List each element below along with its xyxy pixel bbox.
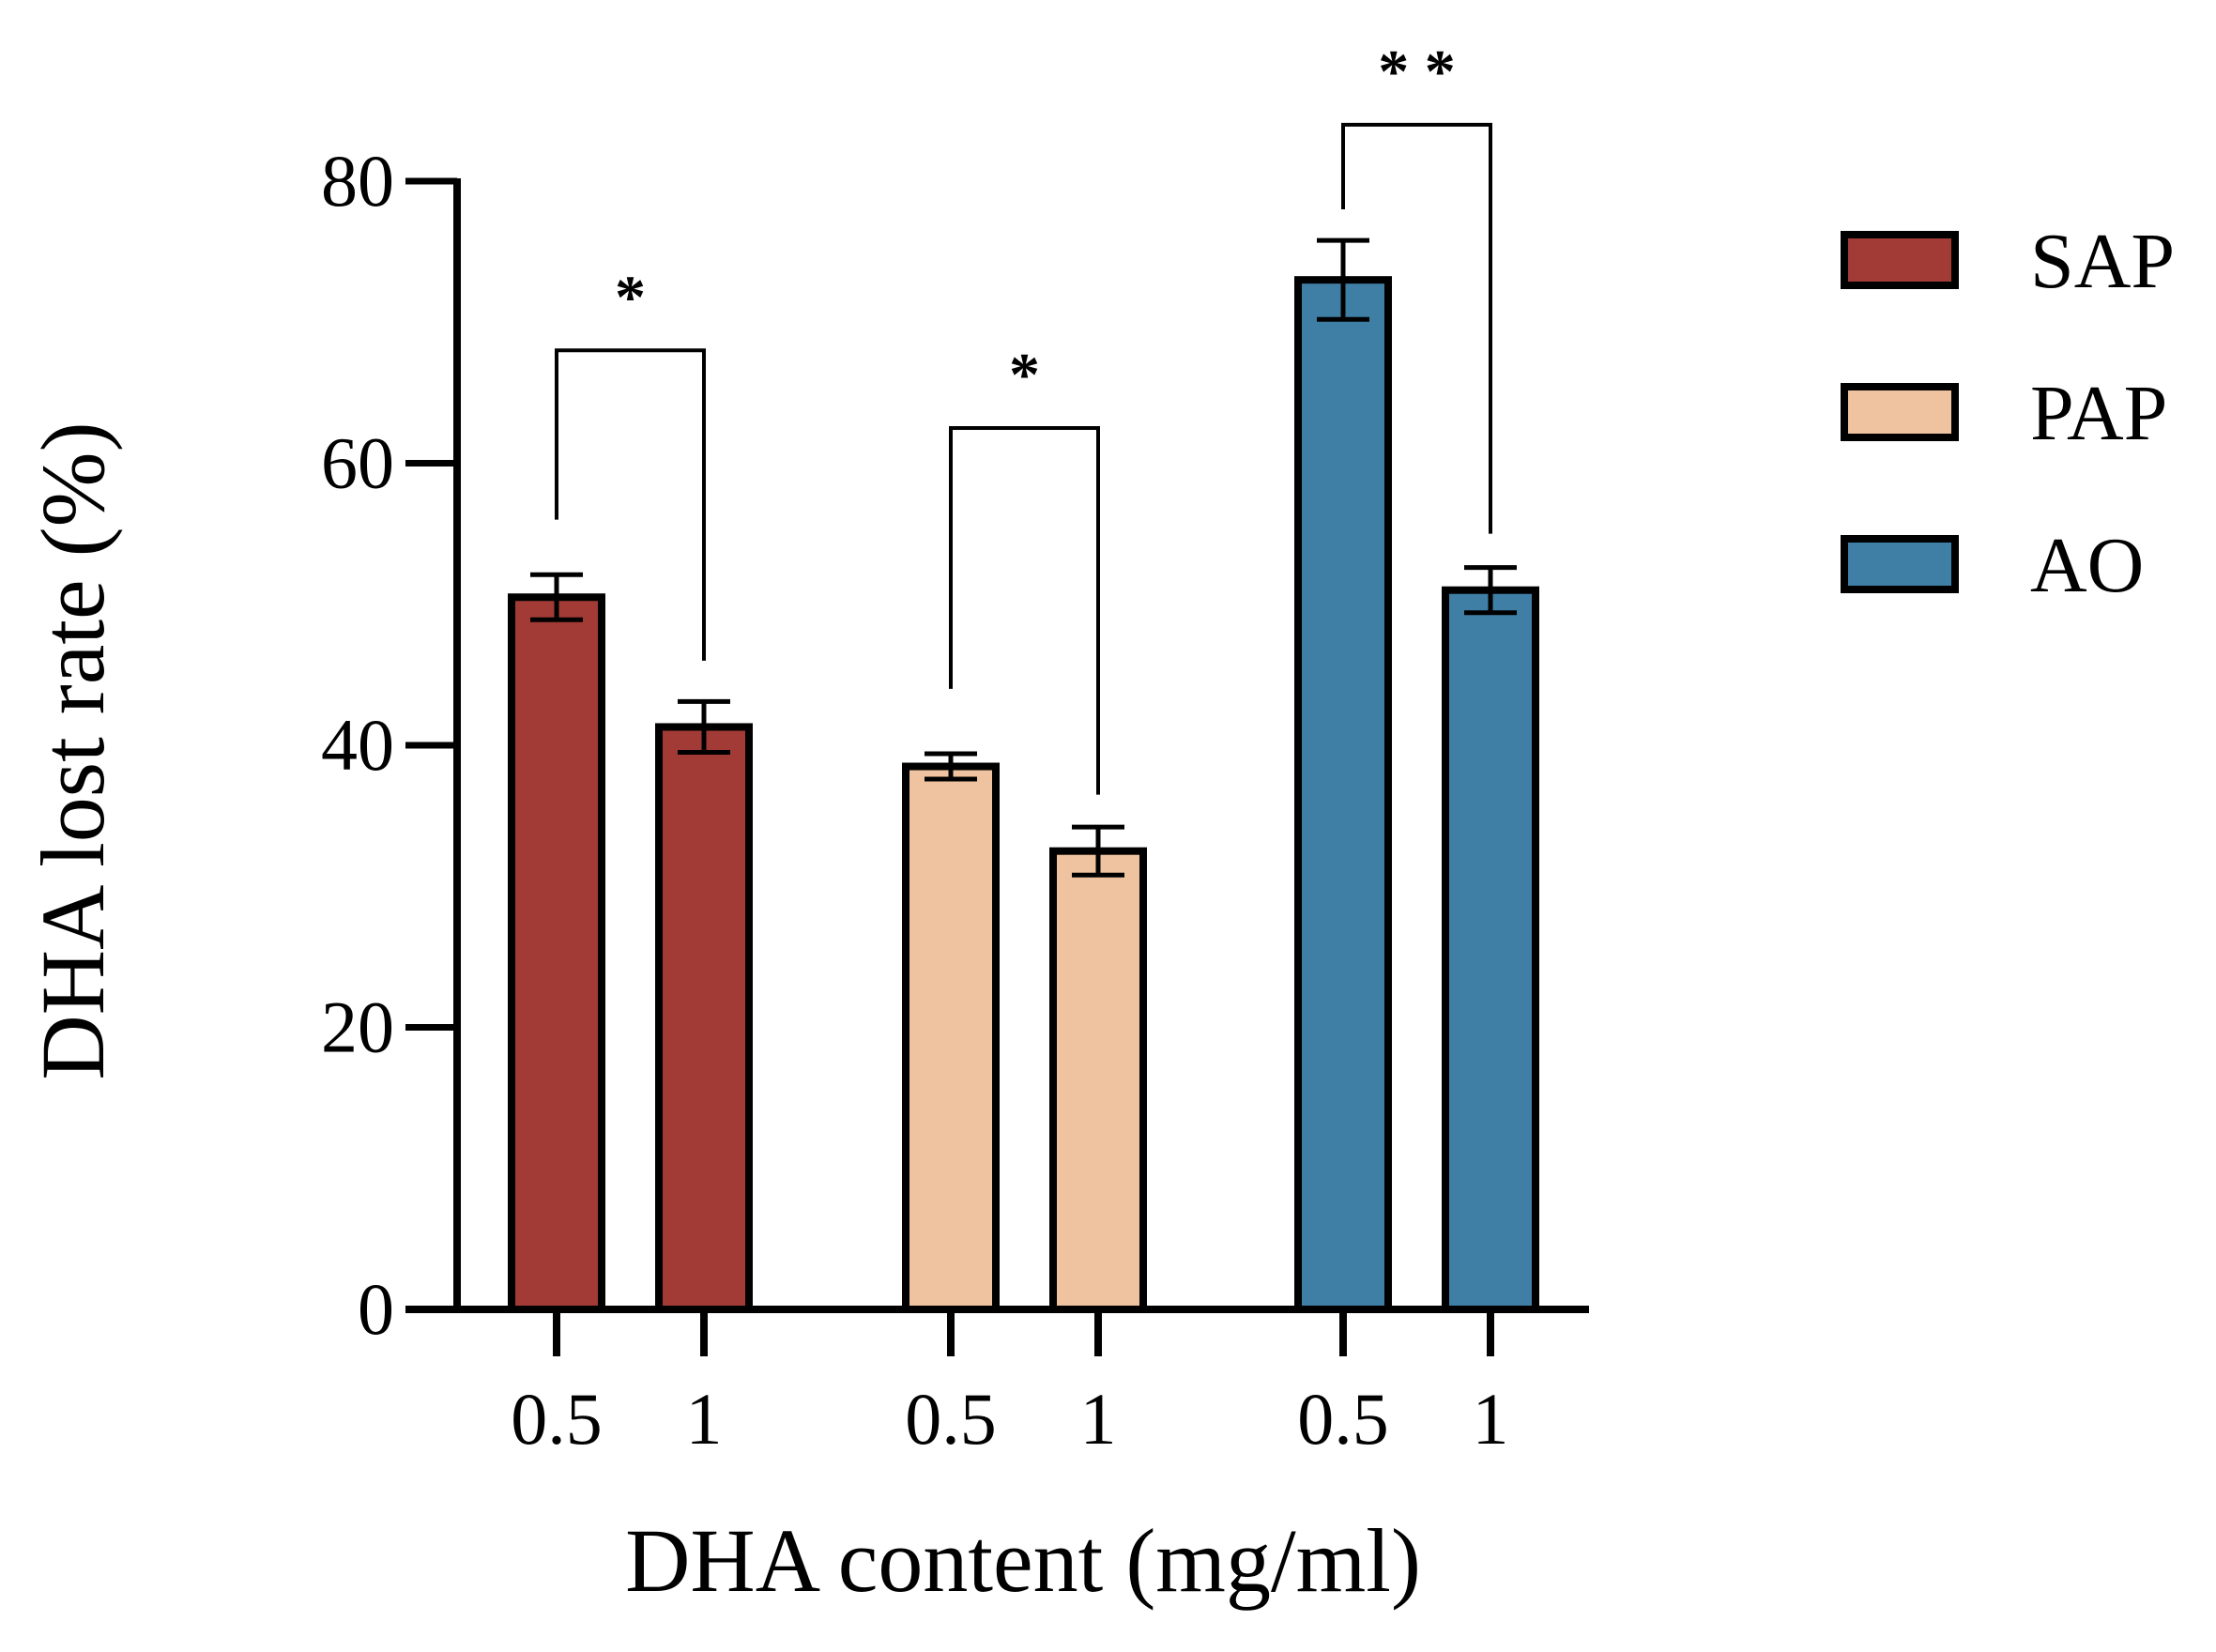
legend-label-sap: SAP <box>2030 218 2175 305</box>
y-tick-label: 80 <box>321 140 394 222</box>
y-axis-title: DHA lost rate (%) <box>23 421 123 1079</box>
legend-swatch-sap <box>1841 231 1959 289</box>
bar-pap-0.5 <box>902 762 1000 1313</box>
axes: 0 20 40 60 80 0.5 1 0.5 1 0.5 1 <box>321 140 1589 1460</box>
x-tick-label: 0.5 <box>511 1378 603 1460</box>
legend-swatch-pap <box>1841 383 1959 441</box>
x-axis-title: DHA content (mg/ml) <box>625 1510 1421 1611</box>
x-tick-label: 1 <box>1473 1378 1509 1460</box>
legend-label-pap: PAP <box>2030 370 2167 457</box>
x-tick-label: 1 <box>1080 1378 1117 1460</box>
legend-label-ao: AO <box>2030 522 2144 609</box>
significance-label: * <box>615 263 646 331</box>
x-tick-label: 0.5 <box>905 1378 997 1460</box>
significance-bracket <box>1341 122 1492 534</box>
bar-sap-1 <box>655 723 753 1313</box>
bar-pap-1 <box>1049 847 1147 1313</box>
x-tick-label: 1 <box>686 1378 723 1460</box>
bar-ao-1 <box>1442 586 1539 1313</box>
y-tick-label: 40 <box>321 704 394 786</box>
significance-label: * <box>1009 341 1040 409</box>
y-tick-label: 60 <box>321 422 394 504</box>
significance-brackets: * * * * <box>555 38 1492 795</box>
legend: SAP PAP AO <box>1841 218 2175 609</box>
y-tick-label: 0 <box>358 1268 394 1350</box>
y-tick-label: 20 <box>321 987 394 1068</box>
significance-label: * * <box>1378 38 1456 106</box>
x-tick-label: 0.5 <box>1297 1378 1389 1460</box>
bars <box>508 237 1539 1313</box>
legend-swatch-ao <box>1841 535 1959 593</box>
bar-ao-0.5 <box>1294 276 1392 1313</box>
bar-sap-0.5 <box>508 593 605 1313</box>
significance-bracket <box>555 348 706 661</box>
significance-bracket <box>949 425 1100 795</box>
